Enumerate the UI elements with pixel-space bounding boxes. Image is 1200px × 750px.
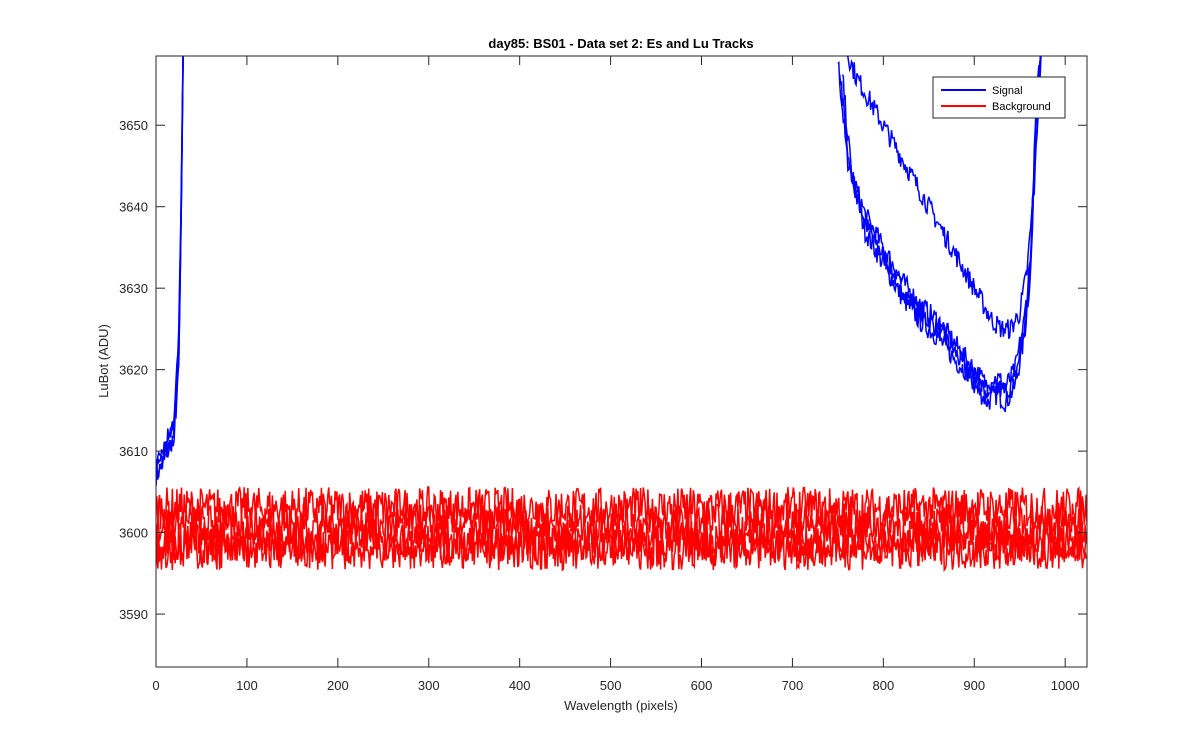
y-tick-label: 3610 [119,444,148,459]
y-tick-label: 3600 [119,526,148,541]
y-tick-label: 3590 [119,607,148,622]
y-tick-label: 3620 [119,363,148,378]
x-axis-label: Wavelength (pixels) [564,698,678,713]
legend-label-signal: Signal [992,85,1023,97]
series-signal-trace-4 [156,56,1042,485]
x-tick-label: 100 [236,678,258,693]
data-traces [156,56,1087,573]
x-tick-label: 500 [600,678,622,693]
x-tick-label: 900 [963,678,985,693]
x-tick-label: 600 [691,678,713,693]
x-tick-label: 200 [327,678,349,693]
y-axis-label: LuBot (ADU) [96,324,111,398]
legend-label-background: Background [992,101,1051,113]
axis-ticks: 0 100 200 300 400 500 600 700 800 900 1000 3590 3600… [119,56,1087,693]
plot-area [156,56,1087,667]
y-tick-label: 3630 [119,281,148,296]
y-tick-label: 3650 [119,118,148,133]
x-tick-label: 1000 [1051,678,1080,693]
x-tick-label: 300 [418,678,440,693]
series-background-trace-4 [156,526,1087,573]
x-tick-label: 800 [872,678,894,693]
y-tick-label: 3640 [119,200,148,215]
chart-title: day85: BS01 - Data set 2: Es and Lu Trac… [488,36,753,51]
x-tick-label: 400 [509,678,531,693]
x-tick-label: 700 [782,678,804,693]
series-background-trace-1 [156,485,1087,532]
legend: Signal Background [932,76,1066,119]
x-tick-label: 0 [152,678,159,693]
legend-box [932,76,1066,119]
plot-frame [155,55,1088,668]
